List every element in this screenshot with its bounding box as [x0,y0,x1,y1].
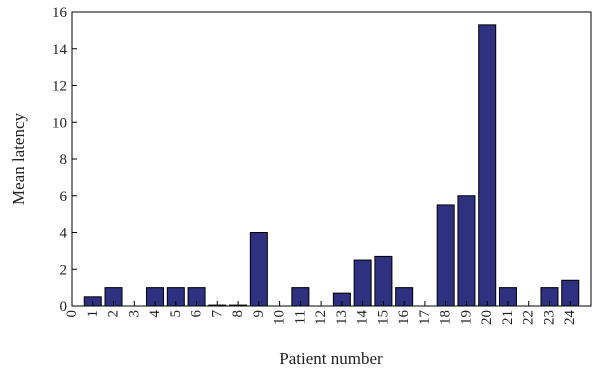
x-tick-label: 17 [417,310,433,326]
x-tick-label: 14 [355,310,371,326]
y-tick-label: 6 [60,189,68,205]
x-tick-label: 18 [438,310,454,325]
y-tick-label: 14 [52,42,68,58]
x-tick-label: 10 [272,310,288,325]
bar-patient-11 [291,287,310,307]
bar-patient-6 [187,287,206,307]
y-tick-label: 10 [52,115,67,131]
x-tick-label: 23 [541,310,557,325]
y-tick-label: 16 [52,5,68,21]
y-tick-label: 4 [60,226,68,242]
x-tick-label: 13 [334,310,350,325]
x-tick-label: 16 [396,310,412,326]
y-ticks-group: 0 2 4 6 8 10 12 14 16 [52,5,77,315]
bar-patient-4 [146,287,165,307]
bar-patient-2 [104,287,123,307]
bar-patient-21 [498,287,517,307]
bar-patient-5 [166,287,185,307]
bar-patient-23 [540,287,559,307]
bar-patient-15 [374,255,393,307]
x-tick-label: 20 [479,310,495,325]
y-tick-label: 12 [52,79,67,95]
bar-patient-20 [478,24,497,307]
x-tick-label: 8 [230,310,246,318]
bar-patient-14 [353,259,372,307]
x-tick-label: 15 [375,310,391,325]
x-tick-label: 24 [562,310,578,326]
x-tick-label: 3 [126,310,142,318]
bar-patient-16 [395,287,414,307]
x-tick-label: 11 [292,310,308,324]
x-ticks-group: 0 1 2 3 4 5 6 7 8 9 10 11 12 13 14 15 16 17 18 19 20 21 22 23 24 [64,301,578,325]
y-tick-label: 8 [60,152,68,168]
bar-patient-18 [436,204,455,307]
bar-patient-9 [249,232,268,307]
plot-area [71,11,592,307]
x-tick-label: 9 [251,310,267,318]
y-axis-label: Mean latency [9,112,28,205]
x-tick-label: 2 [106,310,122,318]
bars-group [83,24,580,307]
x-tick-label: 7 [209,310,225,318]
x-axis-label: Patient number [279,349,383,368]
x-tick-label: 22 [521,310,537,325]
x-tick-label: 21 [500,310,516,325]
x-tick-label: 0 [64,310,80,318]
x-tick-label: 19 [458,310,474,325]
y-tick-label: 2 [60,262,68,278]
y-tick-label: 0 [60,299,68,315]
x-tick-label: 1 [85,310,101,318]
x-tick-label: 6 [189,310,205,318]
bar-patient-19 [457,195,476,307]
x-tick-label: 5 [168,310,184,318]
x-tick-label: 4 [147,310,163,318]
x-tick-label: 12 [313,310,329,325]
